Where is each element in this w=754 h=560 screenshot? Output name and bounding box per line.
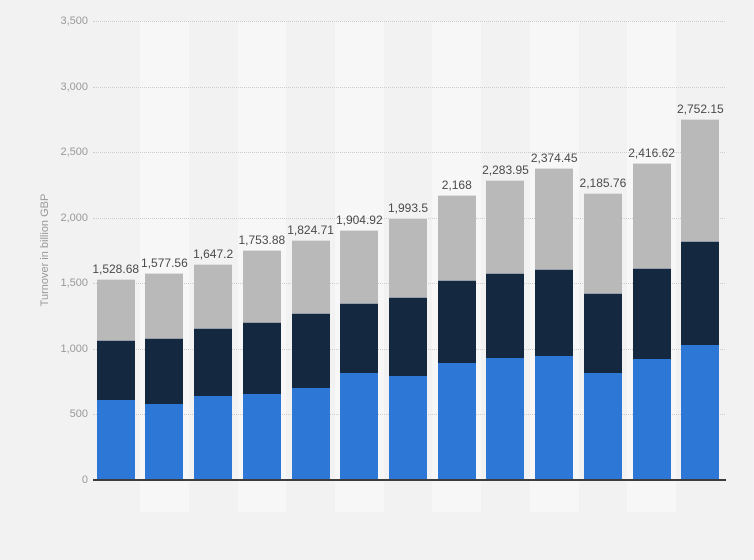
gridline: [93, 21, 725, 22]
bar-segment-top[interactable]: [486, 180, 525, 273]
bar-segment-top[interactable]: [437, 195, 476, 280]
bar-total-label: 1,577.56: [141, 255, 188, 270]
bar-segment-bottom[interactable]: [340, 372, 379, 480]
bar-segment-middle[interactable]: [340, 302, 379, 373]
bar-total-label: 2,752.15: [676, 101, 724, 116]
bar-total-label: 1,647.2: [193, 246, 234, 261]
bar-segment-middle[interactable]: [535, 268, 574, 357]
bar-segment-bottom[interactable]: [583, 372, 622, 480]
bar-total-label: 1,904.92: [335, 212, 383, 227]
bar-segment-top[interactable]: [389, 218, 428, 298]
y-axis-tick-label: 3,000: [60, 80, 88, 93]
bar-segment-middle[interactable]: [96, 339, 135, 400]
gridline: [93, 152, 725, 153]
bar-segment-middle[interactable]: [145, 338, 184, 404]
bar-segment-middle[interactable]: [486, 272, 525, 358]
y-axis-tick-label: 1,000: [60, 342, 88, 355]
y-axis-title: Turnover in billion GBP: [39, 193, 51, 307]
y-axis-tick-label: 1,500: [60, 277, 88, 289]
bar-segment-middle[interactable]: [437, 279, 476, 363]
bar-segment-top[interactable]: [194, 263, 233, 328]
bar-total-label: 2,283.95: [482, 163, 529, 178]
x-axis-line: [93, 479, 726, 481]
bar-total-label: 2,185.76: [579, 176, 627, 191]
bar-segment-top[interactable]: [242, 249, 281, 323]
bar-segment-middle[interactable]: [681, 240, 720, 345]
y-axis-tick-label: 500: [69, 408, 88, 420]
bar-segment-middle[interactable]: [583, 292, 622, 373]
bar-segment-middle[interactable]: [389, 297, 428, 376]
bar-segment-top[interactable]: [535, 168, 574, 269]
bar-segment-middle[interactable]: [242, 322, 281, 395]
bar-segment-top[interactable]: [681, 118, 720, 241]
bar-segment-top[interactable]: [291, 240, 330, 314]
bar-segment-bottom[interactable]: [96, 399, 135, 480]
bar-segment-middle[interactable]: [291, 313, 330, 388]
bar-total-label: 1,528.68: [92, 262, 140, 277]
gridline: [93, 86, 725, 88]
bar-total-label: 2,416.62: [628, 145, 675, 160]
gridline: [93, 217, 725, 219]
bar-segment-bottom[interactable]: [145, 403, 184, 480]
y-axis-tick-label: 2,500: [60, 146, 88, 158]
bar-segment-middle[interactable]: [194, 327, 233, 397]
bar-segment-top[interactable]: [632, 162, 671, 269]
bar-total-label: 1,824.71: [287, 223, 334, 238]
y-axis-tick-label: 2,000: [60, 211, 88, 224]
bar-segment-bottom[interactable]: [194, 396, 233, 480]
bar-segment-bottom[interactable]: [486, 357, 525, 480]
bar-segment-top[interactable]: [96, 279, 135, 340]
bar-segment-bottom[interactable]: [437, 362, 476, 480]
bar-segment-top[interactable]: [145, 272, 184, 339]
y-axis-tick-label: 0: [81, 473, 88, 486]
bar-segment-bottom[interactable]: [291, 387, 330, 480]
bar-total-label: 2,168: [441, 178, 472, 193]
bar-segment-top[interactable]: [340, 229, 379, 303]
bar-segment-bottom[interactable]: [389, 376, 428, 480]
bar-segment-middle[interactable]: [632, 268, 671, 359]
bar-segment-bottom[interactable]: [242, 394, 281, 480]
bar-total-label: 2,374.45: [530, 151, 578, 166]
bar-segment-bottom[interactable]: [632, 358, 671, 480]
y-axis-tick-label: 3,500: [60, 15, 88, 27]
bar-segment-bottom[interactable]: [535, 356, 574, 480]
bar-total-label: 1,993.5: [387, 201, 429, 216]
bar-total-label: 1,753.88: [238, 232, 286, 247]
bar-segment-bottom[interactable]: [681, 344, 720, 480]
bar-segment-top[interactable]: [583, 193, 622, 293]
